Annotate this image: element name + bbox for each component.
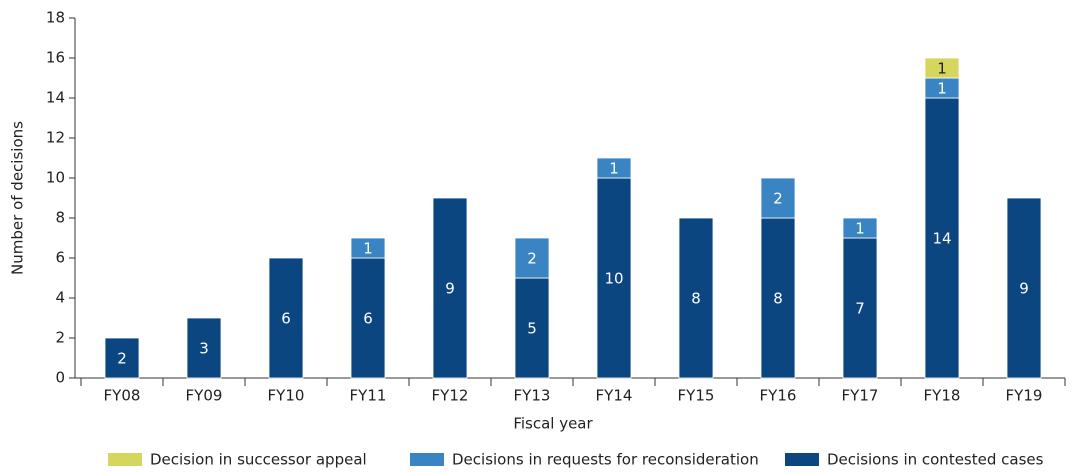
- data-label: 14: [932, 230, 951, 248]
- bar-segment: [514, 237, 550, 279]
- bar-segment: [678, 217, 714, 379]
- y-axis-title: Number of decisions: [9, 121, 27, 275]
- x-tick-label: FY08: [104, 387, 141, 405]
- x-tick-label: FY15: [678, 387, 715, 405]
- x-tick-label: FY10: [268, 387, 305, 405]
- bar-segment: [186, 317, 222, 379]
- data-label: 1: [363, 240, 373, 258]
- y-tick-label: 4: [55, 289, 65, 307]
- bar-segment: [596, 177, 632, 379]
- data-label: 6: [281, 310, 291, 328]
- bar-segment: [842, 217, 878, 239]
- y-tick-label: 2: [55, 329, 65, 347]
- bar-segment: [924, 97, 960, 379]
- data-label: 9: [445, 280, 455, 298]
- y-tick-label: 8: [55, 209, 65, 227]
- y-tick-label: 0: [55, 369, 65, 387]
- bar-segment: [268, 257, 304, 379]
- x-tick-label: FY19: [1006, 387, 1043, 405]
- y-tick-label: 14: [46, 89, 65, 107]
- bar-segment: [760, 217, 796, 379]
- bar-segment: [350, 257, 386, 379]
- y-tick-label: 12: [46, 129, 65, 147]
- legend-label: Decisions in contested cases: [827, 451, 1044, 469]
- data-label: 8: [773, 290, 783, 308]
- data-label: 6: [363, 310, 373, 328]
- data-label: 2: [117, 350, 127, 368]
- y-tick-label: 6: [55, 249, 65, 267]
- bar-segment: [514, 277, 550, 379]
- data-label: 9: [1019, 280, 1029, 298]
- bar-segment: [842, 237, 878, 379]
- bar-segment: [1006, 197, 1042, 379]
- bar-segment: [596, 157, 632, 179]
- y-tick-label: 18: [46, 9, 65, 27]
- data-label: 2: [527, 250, 537, 268]
- x-tick-label: FY09: [186, 387, 223, 405]
- y-tick-label: 16: [46, 49, 65, 67]
- x-tick-label: FY18: [924, 387, 961, 405]
- legend-swatch: [410, 453, 444, 466]
- x-tick-label: FY17: [842, 387, 879, 405]
- data-label: 10: [604, 270, 623, 288]
- bar-segment: [924, 57, 960, 79]
- data-label: 1: [855, 220, 865, 238]
- data-label: 7: [855, 300, 865, 318]
- data-label: 1: [609, 160, 619, 178]
- x-tick-label: FY12: [432, 387, 469, 405]
- data-label: 2: [773, 190, 783, 208]
- bar-segment: [432, 197, 468, 379]
- data-label: 3: [199, 340, 209, 358]
- bar-segment: [350, 237, 386, 259]
- bar-segment: [104, 337, 140, 379]
- x-tick-label: FY16: [760, 387, 797, 405]
- legend-label: Decisions in requests for reconsideratio…: [452, 451, 759, 469]
- x-axis-title: Fiscal year: [513, 415, 593, 433]
- legend-swatch: [785, 453, 819, 466]
- x-tick-label: FY13: [514, 387, 551, 405]
- x-tick-label: FY11: [350, 387, 387, 405]
- x-tick-label: FY14: [596, 387, 633, 405]
- y-tick-label: 10: [46, 169, 65, 187]
- legend-swatch: [108, 453, 142, 466]
- data-label: 5: [527, 320, 537, 338]
- data-label: 1: [937, 60, 947, 78]
- data-label: 8: [691, 290, 701, 308]
- legend-label: Decision in successor appeal: [150, 451, 367, 469]
- data-label: 1: [937, 80, 947, 98]
- bar-segment: [760, 177, 796, 219]
